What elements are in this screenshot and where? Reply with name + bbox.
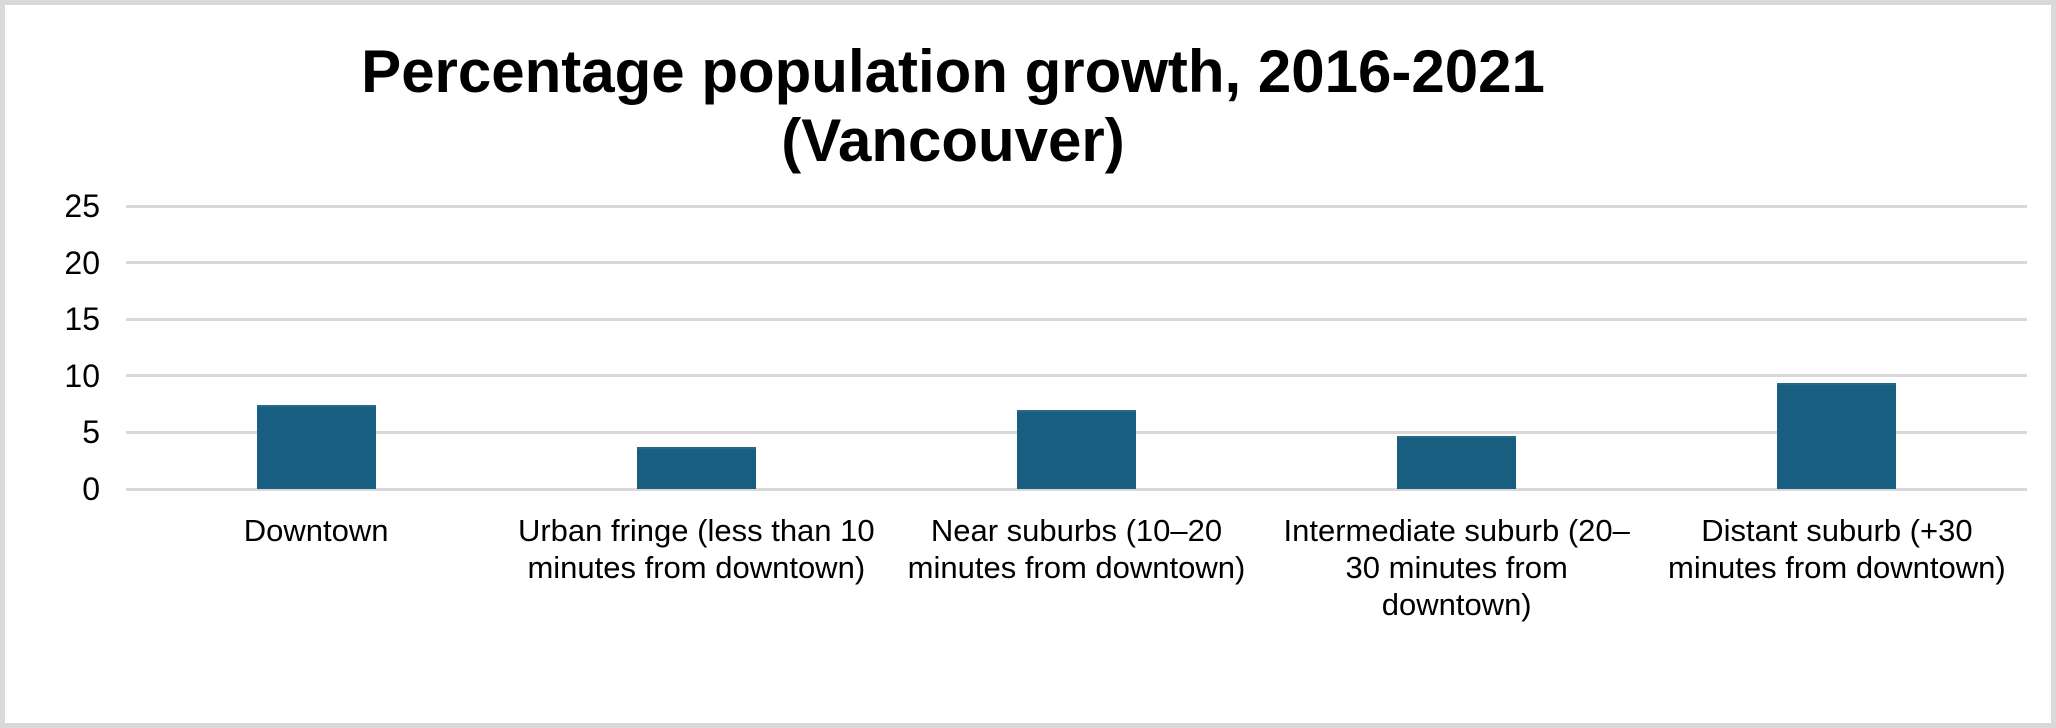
bar-2	[1017, 409, 1136, 489]
x-axis-category-label-0: Downtown	[116, 512, 516, 549]
x-axis-category-label-line: Near suburbs (10–20	[930, 513, 1223, 548]
gridline-20	[126, 261, 2027, 265]
chart-title-line-2: (Vancouver)	[781, 107, 1125, 174]
gridline-25	[126, 204, 2027, 208]
x-axis-category-label-line: Intermediate suburb (20–	[1283, 513, 1630, 548]
x-axis-category-label-line: Distant suburb (+30	[1701, 513, 1973, 548]
x-axis-category-label-4: Distant suburb (+30 minutes from downtown…	[1637, 512, 2037, 586]
x-axis-category-label-2: Near suburbs (10–20 minutes from downtown…	[877, 512, 1277, 586]
bar-4	[1777, 382, 1897, 489]
x-axis-category-label-line: Urban fringe (less than 10	[517, 513, 875, 548]
x-axis-category-label-line: 30 minutes from	[1345, 550, 1568, 585]
x-axis-category-label-line: minutes from downtown)	[907, 550, 1246, 585]
x-axis-category-label-line: minutes from downtown)	[1668, 550, 2006, 585]
x-axis-category-label-1: Urban fringe (less than 10 minutes from d…	[496, 512, 896, 586]
y-axis-tick-label-20: 20	[64, 244, 100, 281]
x-axis-category-label-line: minutes from downtown)	[527, 550, 866, 585]
x-axis-category-label-line: Downtown	[243, 513, 389, 548]
y-axis-tick-label-10: 10	[64, 357, 100, 394]
gridline-0	[126, 487, 2027, 491]
x-axis-category-label-3: Intermediate suburb (20– 30 minutes from d…	[1257, 512, 1657, 623]
bar-3	[1397, 435, 1517, 489]
gridline-15	[126, 317, 2027, 321]
chart-title: Percentage population growth, 2016-2021 …	[5, 37, 1901, 175]
y-axis-tick-label-5: 5	[82, 414, 100, 451]
y-axis-tick-label-25: 25	[64, 188, 100, 224]
plot-area	[126, 204, 2027, 491]
y-axis-tick-label-15: 15	[64, 301, 100, 338]
bar-0	[256, 405, 376, 489]
bar-1	[636, 447, 756, 489]
x-axis-category-label-line: downtown)	[1381, 587, 1532, 622]
y-axis-tick-label-0: 0	[82, 471, 100, 507]
gridline-10	[126, 374, 2027, 378]
chart-title-line-1: Percentage population growth, 2016-2021	[361, 38, 1545, 105]
